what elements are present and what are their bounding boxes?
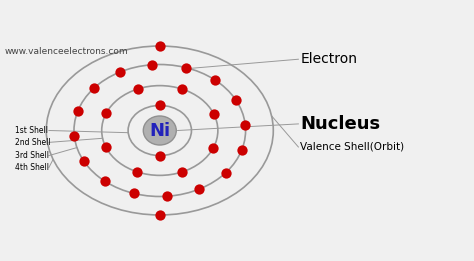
Text: Ni: Ni — [149, 122, 170, 139]
Text: 2nd Shell: 2nd Shell — [15, 138, 50, 147]
Point — [80, 159, 88, 163]
Point — [232, 98, 240, 102]
Point — [182, 66, 190, 70]
Point — [211, 78, 219, 82]
Point — [130, 191, 138, 195]
Text: Electron: Electron — [301, 52, 357, 66]
Point — [156, 213, 164, 217]
Text: Valence Shell(Orbit): Valence Shell(Orbit) — [301, 142, 404, 152]
Point — [101, 179, 109, 183]
Point — [222, 171, 229, 175]
Point — [102, 111, 110, 115]
Point — [134, 87, 142, 91]
Point — [179, 87, 186, 91]
Point — [164, 194, 171, 198]
Point — [90, 86, 98, 90]
Text: Nucleus: Nucleus — [301, 115, 381, 133]
Point — [148, 63, 156, 67]
Text: 3rd Shell: 3rd Shell — [15, 151, 49, 160]
Point — [71, 134, 78, 138]
Text: 4th Shell: 4th Shell — [15, 163, 49, 172]
Point — [238, 148, 246, 152]
Point — [210, 146, 217, 150]
Ellipse shape — [143, 116, 176, 145]
Point — [156, 153, 164, 158]
Text: 1st Shell: 1st Shell — [15, 126, 47, 135]
Text: www.valenceelectrons.com: www.valenceelectrons.com — [5, 47, 128, 56]
Point — [117, 70, 124, 74]
Point — [241, 123, 249, 127]
Point — [102, 145, 109, 149]
Point — [74, 109, 82, 113]
Point — [196, 187, 203, 191]
Point — [156, 44, 164, 48]
Point — [210, 112, 218, 116]
Point — [133, 170, 141, 174]
Point — [156, 103, 164, 108]
Point — [178, 170, 185, 174]
